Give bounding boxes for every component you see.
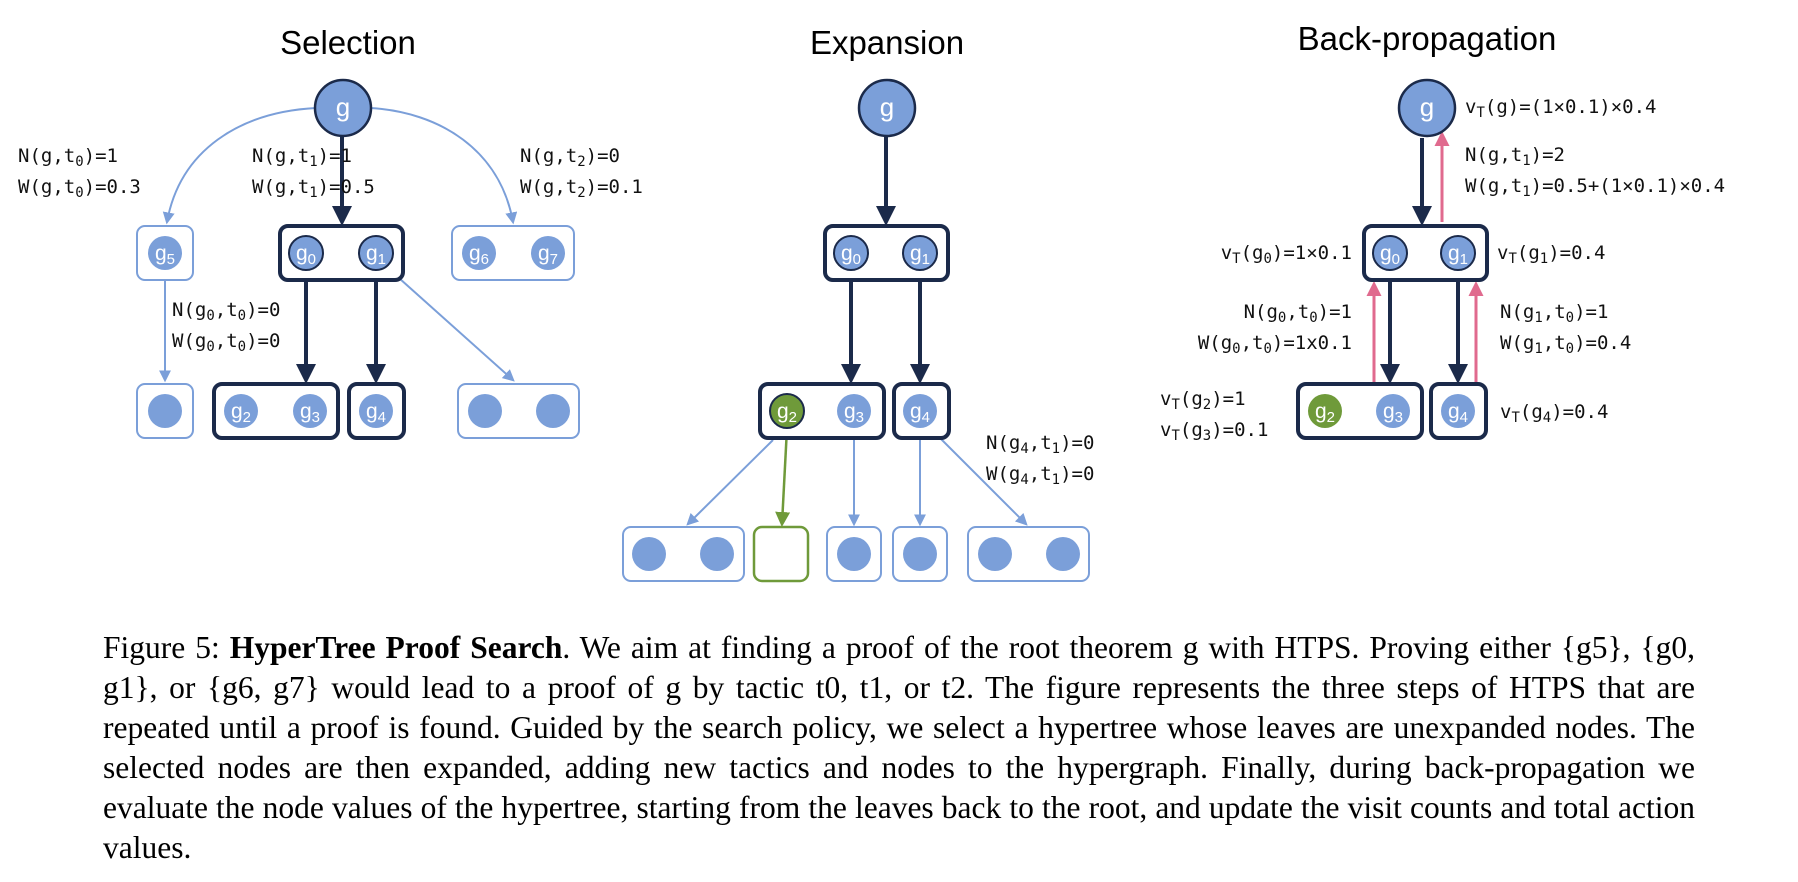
new-node (837, 537, 871, 571)
node-g6 (462, 236, 496, 270)
leaf-node (536, 394, 570, 428)
new-node (1046, 537, 1080, 571)
ann-v-g1: vT(g1)=0.4 (1497, 242, 1605, 267)
leaf-node (148, 394, 182, 428)
ann-w-g-t1: W(g,t1)=0.5 (252, 176, 375, 201)
caption-bold-title: HyperTree Proof Search (229, 630, 563, 665)
node-g7 (531, 236, 565, 270)
expansion-title: Expansion (810, 24, 964, 61)
ann-n-g0-t0: N(g0,t0)=0 (172, 299, 280, 324)
ann-w-g-t2: W(g,t2)=0.1 (520, 176, 643, 201)
ann-n-g0-t0-bp: N(g0,t0)=1 (1244, 301, 1352, 326)
backprop-root-node (1397, 78, 1457, 138)
expansion-root-node (857, 78, 917, 138)
ann-v-g2: vT(g2)=1 (1160, 388, 1246, 413)
node-g1 (358, 235, 394, 271)
ann-n-g1-t0-bp: N(g1,t0)=1 (1500, 301, 1608, 326)
ann-w-g1-t0-bp: W(g1,t0)=0.4 (1500, 332, 1631, 357)
backprop-root-label: g (1420, 92, 1434, 122)
selection-root-label: g (336, 92, 350, 122)
edge-g1-child (389, 269, 515, 382)
exp-new-box-proved (752, 525, 810, 583)
caption-text: . We aim at finding a proof of the root … (103, 630, 1695, 865)
new-node (978, 537, 1012, 571)
selection-panel: Selection g g5 g0 g1 g6 g7 g2 g3 (18, 24, 643, 440)
caption-label: Figure 5: (103, 630, 220, 665)
ann-v-g4: vT(g4)=0.4 (1500, 401, 1608, 426)
ann-n-g-t0: N(g,t0)=1 (18, 145, 118, 170)
node-g1 (1440, 235, 1476, 271)
ann-w-g-t1-bp: W(g,t1)=0.5+(1×0.1)×0.4 (1465, 175, 1725, 200)
node-g3 (837, 394, 871, 428)
node-g4 (903, 394, 937, 428)
new-node (700, 537, 734, 571)
edge-g-t2 (369, 107, 518, 225)
exp-edge-g2-a (686, 439, 774, 526)
new-node (903, 537, 937, 571)
ann-w-g4-t1: W(g4,t1)=0 (986, 463, 1094, 488)
expansion-root-label: g (880, 92, 894, 122)
ann-w-g0-t0-bp: W(g0,t0)=1x0.1 (1198, 332, 1352, 357)
ann-n-g4-t1: N(g4,t1)=0 (986, 432, 1094, 457)
ann-v-g0: vT(g0)=1×0.1 (1221, 242, 1352, 267)
expansion-panel: Expansion g g0 g1 g2 g3 g4 (622, 24, 1094, 583)
node-g0 (1372, 235, 1408, 271)
edge-g-t0 (162, 107, 317, 225)
node-g0 (833, 235, 869, 271)
selection-title: Selection (280, 24, 416, 61)
ann-v-g: vT(g)=(1×0.1)×0.4 (1465, 96, 1656, 121)
exp-edge-g4-b (929, 427, 1028, 526)
figure-caption: Figure 5: HyperTree Proof Search. We aim… (103, 628, 1695, 868)
selection-root-node (313, 78, 373, 138)
exp-edge-g2-b (775, 427, 791, 527)
node-g3 (293, 394, 327, 428)
ann-w-g-t0: W(g,t0)=0.3 (18, 176, 141, 201)
node-g3 (1376, 394, 1410, 428)
ann-v-g3: vT(g3)=0.1 (1160, 419, 1268, 444)
ann-n-g-t1-bp: N(g,t1)=2 (1465, 144, 1565, 169)
new-node (632, 537, 666, 571)
backprop-panel: Back-propagation g g0 g1 g2 g3 g4 vT(g)=… (1160, 20, 1725, 444)
ann-n-g-t2: N(g,t2)=0 (520, 145, 620, 170)
node-g4 (359, 394, 393, 428)
ann-w-g0-t0: W(g0,t0)=0 (172, 330, 280, 355)
node-g2 (224, 394, 258, 428)
node-g2-proved (1308, 394, 1342, 428)
figure-5-diagram: Selection g g5 g0 g1 g6 g7 g2 g3 (18, 20, 1725, 583)
backprop-title: Back-propagation (1298, 20, 1557, 57)
node-g1 (902, 235, 938, 271)
node-g5 (148, 236, 182, 270)
leaf-node (468, 394, 502, 428)
ann-n-g-t1: N(g,t1)=1 (252, 145, 352, 170)
node-g4 (1441, 394, 1475, 428)
node-g2-selected (769, 393, 805, 429)
node-g0 (288, 235, 324, 271)
